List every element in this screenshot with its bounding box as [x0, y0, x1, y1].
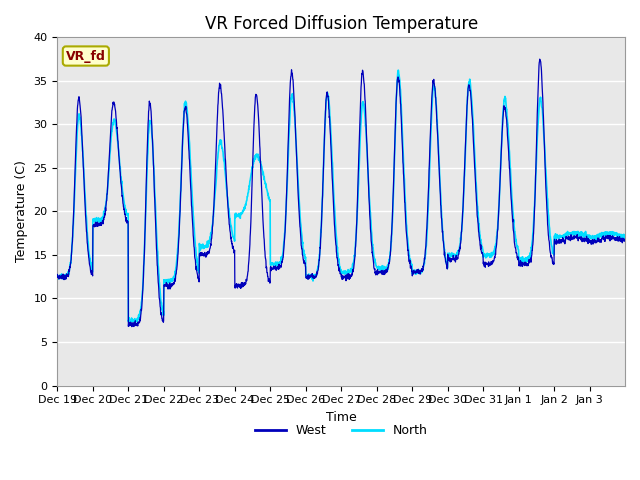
- Y-axis label: Temperature (C): Temperature (C): [15, 160, 28, 263]
- Text: VR_fd: VR_fd: [66, 49, 106, 62]
- Legend: West, North: West, North: [250, 419, 433, 442]
- X-axis label: Time: Time: [326, 411, 356, 424]
- Title: VR Forced Diffusion Temperature: VR Forced Diffusion Temperature: [205, 15, 478, 33]
